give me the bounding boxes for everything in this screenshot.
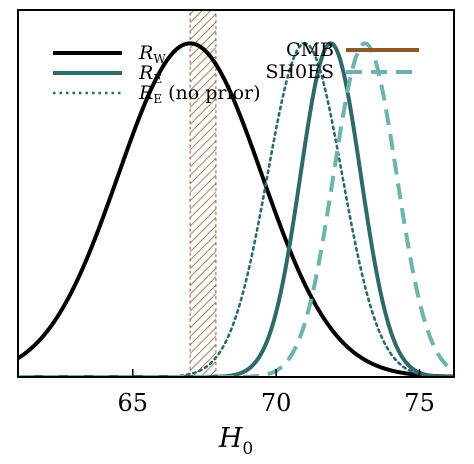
x-axis-label: H0 (218, 423, 253, 459)
series-line-1 (18, 41, 454, 377)
series-line-2 (18, 42, 454, 377)
cmb-band (189, 10, 217, 377)
x-tick-label-1: 70 (261, 389, 292, 417)
x-tick-label-2: 75 (404, 389, 435, 417)
series-line-3 (18, 41, 454, 377)
legend-label-right-0: CMB (286, 39, 334, 61)
legend-label-left-2: RE (no prior) (138, 82, 261, 106)
legend-label-right-1: SH0ES (265, 61, 334, 83)
x-tick-label-0: 65 (117, 389, 148, 417)
series-line-0 (18, 41, 454, 377)
plot-frame (17, 9, 455, 378)
legend-label-left-1: RE (138, 62, 162, 86)
legend-label-left-0: RW (138, 42, 166, 66)
